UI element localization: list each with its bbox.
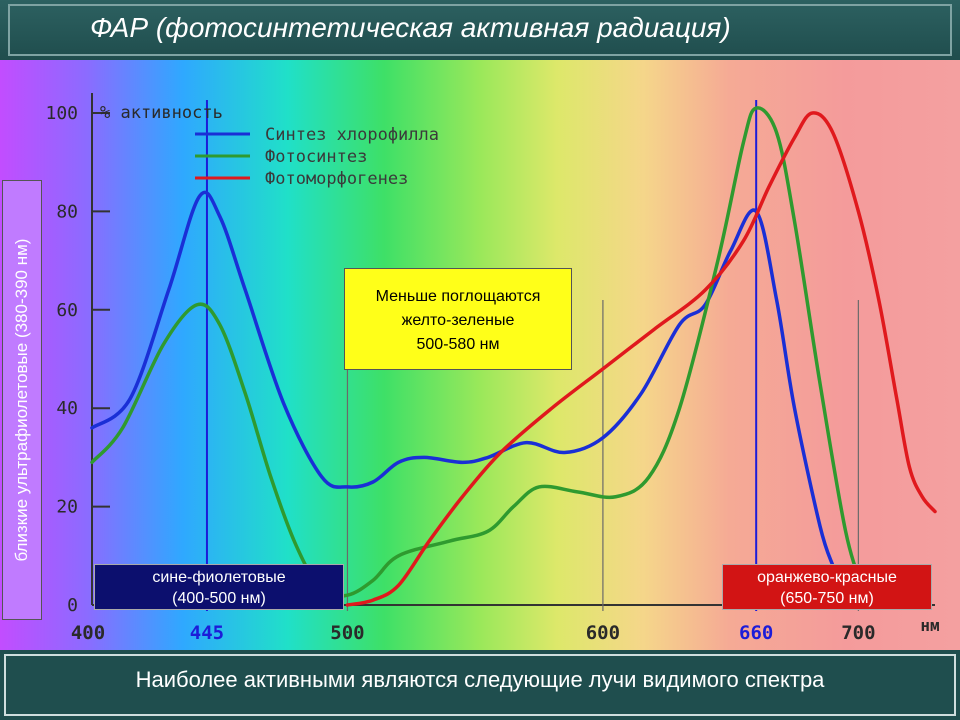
yellow-note-line-2: желто-зеленые bbox=[401, 312, 515, 329]
x-axis-label: нм bbox=[920, 616, 939, 635]
legend-label-0: Синтез хлорофилла bbox=[265, 125, 439, 145]
blue-note-line-1: сине-фиолетовые bbox=[152, 569, 286, 586]
y-tick-label-60: 60 bbox=[56, 300, 78, 321]
title-bar: ФАР (фотосинтетическая активная радиация… bbox=[0, 0, 960, 60]
series-line-2 bbox=[345, 111, 937, 607]
y-tick-label-20: 20 bbox=[56, 497, 78, 518]
orange-red-note: оранжево-красные (650-750 нм) bbox=[722, 564, 932, 610]
footer-frame bbox=[4, 654, 956, 716]
series-line-0 bbox=[90, 190, 835, 568]
x-tick-label-660: 660 bbox=[739, 622, 773, 644]
uv-label: близкие ультрафиолетовые (380-390 нм) bbox=[12, 238, 31, 562]
page-title: ФАР (фотосинтетическая активная радиация… bbox=[90, 12, 731, 43]
footer: Наиболее активными являются следующие лу… bbox=[0, 650, 960, 720]
title-frame bbox=[8, 4, 952, 56]
x-tick-label-500: 500 bbox=[330, 622, 364, 644]
red-note-line-2: (650-750 нм) bbox=[780, 590, 874, 607]
legend-label-1: Фотосинтез bbox=[265, 147, 367, 167]
legend-label-2: Фотоморфогенез bbox=[265, 169, 408, 189]
yellow-green-note: Меньше поглощаются желто-зеленые 500-580… bbox=[344, 268, 572, 370]
y-tick-label-0: 0 bbox=[67, 595, 78, 616]
series-line-1 bbox=[90, 106, 866, 599]
footer-text: Наиболее активными являются следующие лу… bbox=[135, 667, 825, 692]
y-tick-label-100: 100 bbox=[45, 103, 78, 124]
x-tick-label-445: 445 bbox=[190, 622, 224, 644]
y-tick-label-80: 80 bbox=[56, 201, 78, 222]
y-axis-label: % активность bbox=[100, 103, 223, 123]
yellow-note-line-3: 500-580 нм bbox=[416, 336, 500, 353]
red-note-line-1: оранжево-красные bbox=[757, 569, 897, 586]
x-tick-label-400: 400 bbox=[71, 622, 105, 644]
uv-label-box bbox=[2, 180, 42, 620]
yellow-note-line-1: Меньше поглощаются bbox=[375, 288, 541, 305]
blue-note-line-2: (400-500 нм) bbox=[172, 590, 266, 607]
x-tick-label-700: 700 bbox=[841, 622, 875, 644]
blue-violet-note: сине-фиолетовые (400-500 нм) bbox=[94, 564, 344, 610]
y-tick-label-40: 40 bbox=[56, 398, 78, 419]
x-tick-label-600: 600 bbox=[586, 622, 620, 644]
